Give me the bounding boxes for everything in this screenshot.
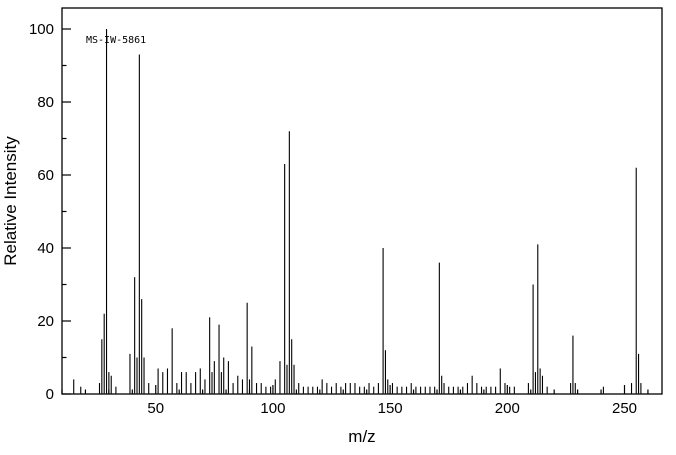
plot-border bbox=[61, 7, 663, 395]
x-axis-label: m/z bbox=[348, 427, 375, 446]
x-tick-label: 250 bbox=[612, 400, 637, 417]
x-tick-label: 50 bbox=[147, 400, 164, 417]
y-tick-label: 40 bbox=[37, 240, 54, 257]
x-tick-label: 100 bbox=[260, 400, 285, 417]
plot-frame bbox=[61, 7, 663, 395]
y-tick-label: 100 bbox=[29, 21, 54, 38]
y-axis-label: Relative Intensity bbox=[1, 136, 20, 266]
y-tick-label: 80 bbox=[37, 94, 54, 111]
spectrum-id-label: MS-IW-5861 bbox=[86, 35, 146, 46]
axis-tick-labels: 50 100 150 200 250 0 20 40 60 80 100 bbox=[29, 21, 637, 417]
x-tick-label: 150 bbox=[378, 400, 403, 417]
spectrum-peaks bbox=[73, 29, 642, 394]
axis-ticks bbox=[61, 28, 649, 395]
y-tick-label: 20 bbox=[37, 313, 54, 330]
y-tick-label: 0 bbox=[46, 386, 54, 403]
x-tick-label: 200 bbox=[495, 400, 520, 417]
y-tick-label: 60 bbox=[37, 167, 54, 184]
